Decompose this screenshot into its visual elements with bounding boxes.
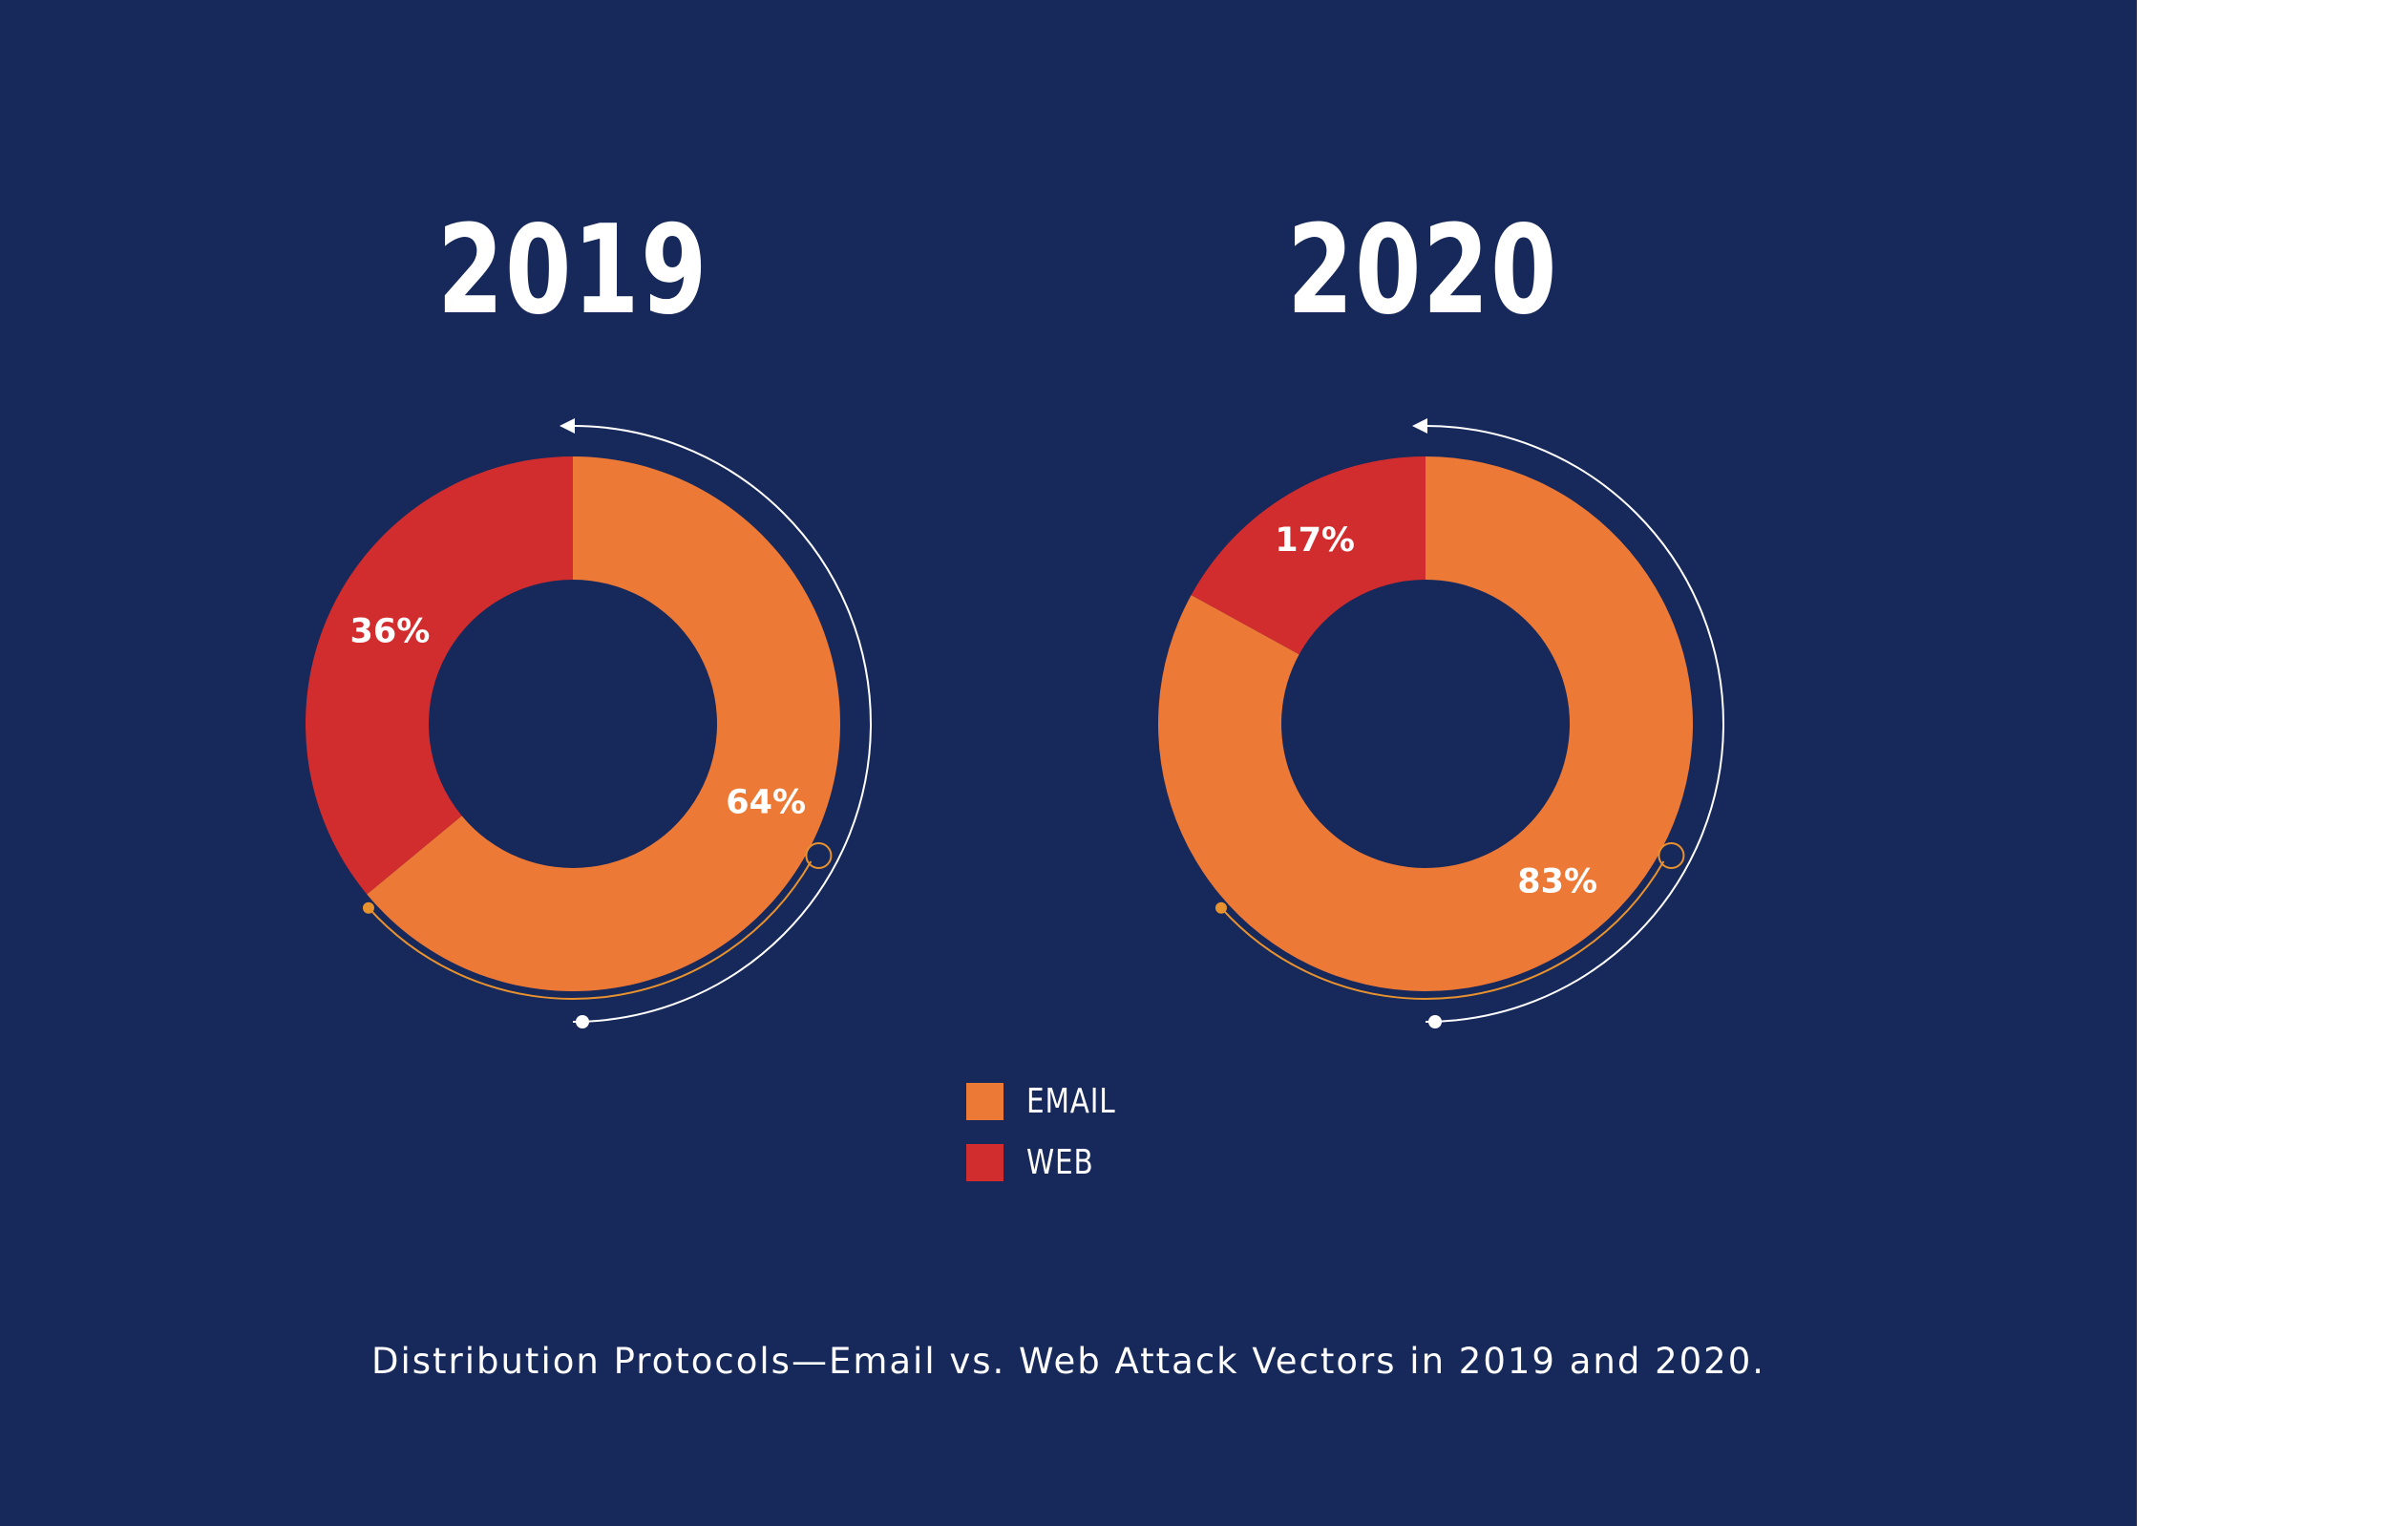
donut-slice-2019-email: [367, 456, 840, 991]
decor-ring-orange-2020: [1658, 842, 1685, 869]
donut-charts: 64% 36% 83% 17%: [305, 418, 1724, 1028]
data-label-2020-email: 83%: [1517, 863, 1597, 901]
donut-slice-2020-web: [1191, 456, 1426, 655]
legend-item-email: EMAIL: [966, 1081, 1135, 1121]
data-label-2019-web: 36%: [350, 612, 431, 650]
chart-caption: Distribution Protocols—Email vs. Web Att…: [370, 1341, 1766, 1382]
decor-arc-white-2019: [572, 425, 872, 1023]
decor-dot-white-2020: [1428, 1015, 1442, 1028]
decor-dot-orange-2019: [362, 901, 374, 914]
legend-label-email: EMAIL: [1026, 1081, 1116, 1121]
decor-ring-orange-2019: [805, 842, 833, 869]
decor-dot-white-2019: [576, 1015, 589, 1028]
chart-title-2019: 2019: [436, 200, 709, 342]
decor-arc-white-2020: [1425, 425, 1724, 1023]
legend-item-web: WEB: [966, 1142, 1135, 1182]
decor-arrowhead-2019: [560, 418, 575, 434]
data-label-2020-web: 17%: [1275, 521, 1355, 560]
donut-slice-2019-web: [305, 456, 573, 895]
decor-arc-orange-2020: [1220, 860, 1665, 1000]
data-label-2019-email: 64%: [726, 784, 806, 822]
legend-swatch-email: [966, 1082, 1003, 1120]
chart-title-2020: 2020: [1286, 200, 1559, 342]
legend: EMAIL WEB: [966, 1082, 1135, 1204]
decor-dot-orange-2020: [1215, 901, 1227, 914]
decor-arrowhead-2020: [1412, 418, 1427, 434]
donut-slice-2020-email: [1158, 456, 1694, 991]
decor-arc-orange-2019: [368, 860, 813, 1000]
legend-label-web: WEB: [1026, 1142, 1094, 1182]
legend-swatch-web: [966, 1143, 1003, 1181]
